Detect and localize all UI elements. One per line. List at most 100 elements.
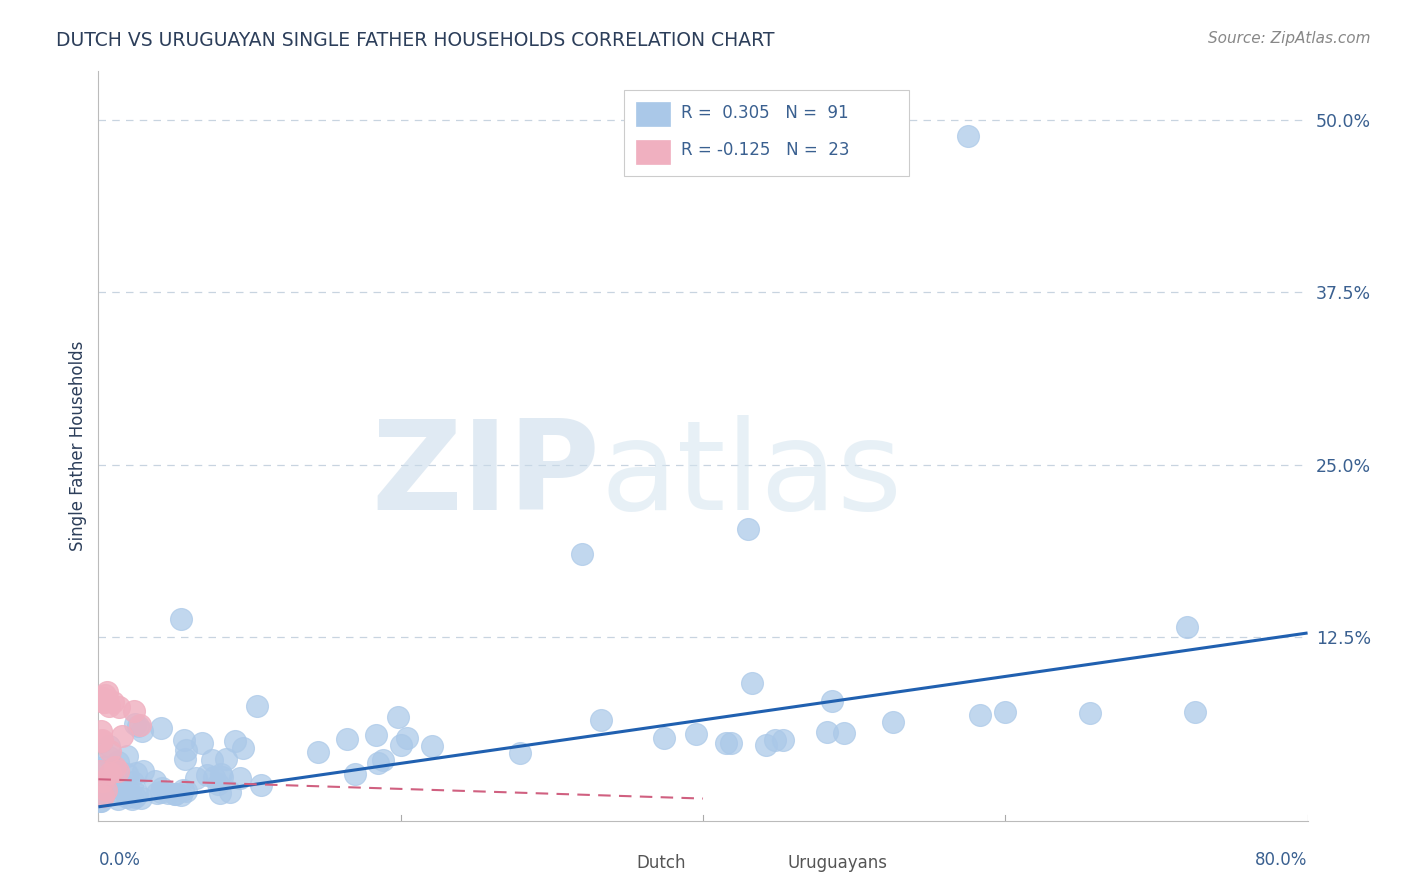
Point <box>146 786 169 800</box>
Point <box>228 772 250 786</box>
Point <box>994 706 1017 720</box>
Point <box>336 731 359 746</box>
Point <box>173 733 195 747</box>
Point <box>127 787 149 801</box>
Point <box>121 792 143 806</box>
Point <box>108 700 131 714</box>
Point <box>111 782 134 797</box>
Point <box>720 735 742 749</box>
Point <box>956 129 979 144</box>
Point <box>821 694 844 708</box>
Point <box>224 734 246 748</box>
Point <box>115 766 138 780</box>
Point <box>117 780 139 795</box>
Point <box>211 770 233 784</box>
Point <box>90 794 112 808</box>
Point <box>107 755 129 769</box>
Point <box>127 719 149 733</box>
Point <box>191 736 214 750</box>
Point <box>174 743 197 757</box>
Point <box>121 775 143 789</box>
Point <box>90 772 112 787</box>
FancyBboxPatch shape <box>734 855 779 871</box>
Point <box>98 765 121 780</box>
FancyBboxPatch shape <box>582 855 628 871</box>
Point <box>246 699 269 714</box>
Text: R =  0.305   N =  91: R = 0.305 N = 91 <box>682 103 849 121</box>
Point <box>129 791 152 805</box>
Point <box>125 765 148 780</box>
Point <box>111 729 134 743</box>
Point <box>755 738 778 752</box>
Point <box>591 714 613 728</box>
Point <box>96 685 118 699</box>
Point <box>129 718 152 732</box>
Point <box>207 777 229 791</box>
Point <box>201 753 224 767</box>
Point <box>93 695 115 709</box>
Point <box>737 523 759 537</box>
Point <box>132 764 155 779</box>
Point <box>165 787 187 801</box>
Point <box>172 782 194 797</box>
Point <box>107 781 129 796</box>
Point <box>94 783 117 797</box>
Point <box>91 789 114 803</box>
Y-axis label: Single Father Households: Single Father Households <box>69 341 87 551</box>
Point <box>250 778 273 792</box>
Point <box>90 733 112 747</box>
Point <box>307 745 329 759</box>
FancyBboxPatch shape <box>637 102 671 126</box>
Text: 0.0%: 0.0% <box>98 851 141 869</box>
Point <box>685 727 707 741</box>
Point <box>772 732 794 747</box>
Point <box>714 736 737 750</box>
Point <box>150 722 173 736</box>
Point <box>367 756 389 770</box>
Point <box>107 791 129 805</box>
Point <box>145 773 167 788</box>
Point <box>571 547 593 561</box>
Point <box>98 739 121 754</box>
Point <box>115 748 138 763</box>
Point <box>202 770 225 784</box>
Text: Source: ZipAtlas.com: Source: ZipAtlas.com <box>1208 31 1371 46</box>
Point <box>396 731 419 746</box>
Point <box>96 693 118 707</box>
Point <box>150 784 173 798</box>
Point <box>741 676 763 690</box>
Text: Uruguayans: Uruguayans <box>787 854 887 871</box>
Text: Dutch: Dutch <box>637 854 686 871</box>
Point <box>652 731 675 746</box>
Point <box>1175 619 1198 633</box>
Point <box>150 780 173 795</box>
Point <box>209 767 232 781</box>
Point <box>170 611 193 625</box>
Point <box>387 710 409 724</box>
Point <box>89 764 111 779</box>
Point <box>173 751 195 765</box>
Point <box>763 733 786 747</box>
Point <box>103 695 125 709</box>
Point <box>1078 706 1101 721</box>
Point <box>215 752 238 766</box>
Point <box>389 738 412 752</box>
Text: atlas: atlas <box>600 416 903 536</box>
Point <box>184 771 207 785</box>
Point <box>91 759 114 773</box>
Point <box>219 785 242 799</box>
Point <box>1184 706 1206 720</box>
Point <box>104 760 127 774</box>
Point <box>89 794 111 808</box>
Point <box>98 750 121 764</box>
Point <box>105 784 128 798</box>
Point <box>209 786 232 800</box>
Point <box>107 778 129 792</box>
Text: 80.0%: 80.0% <box>1256 851 1308 869</box>
FancyBboxPatch shape <box>624 90 908 177</box>
Point <box>90 764 112 778</box>
Point <box>344 767 367 781</box>
Point <box>124 704 146 718</box>
Point <box>93 688 115 702</box>
Point <box>420 739 443 753</box>
